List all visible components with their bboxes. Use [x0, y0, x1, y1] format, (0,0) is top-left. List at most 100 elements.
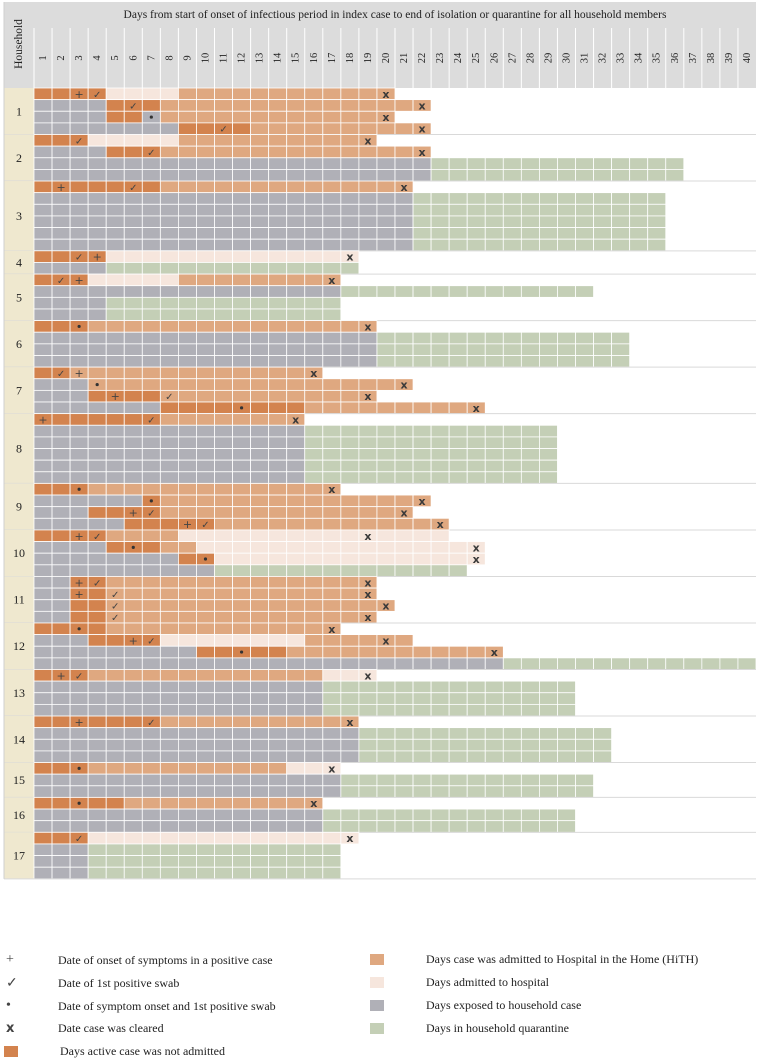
day-cell: [376, 169, 396, 182]
day-cell: [177, 308, 197, 322]
day-cell: [177, 483, 197, 496]
day-cell: [340, 808, 360, 822]
day-cell: [376, 541, 396, 554]
day-cell: [394, 285, 414, 298]
household-id-label: 4: [16, 255, 22, 269]
day-cell: [575, 750, 594, 763]
day-cell: [304, 517, 324, 531]
day-cell: [358, 238, 378, 252]
day-cell: [250, 692, 270, 705]
day-cell: [466, 459, 486, 473]
day-cell: [51, 680, 71, 694]
day-cell: [196, 308, 215, 322]
household-cell: [4, 250, 34, 275]
day-cell: [159, 180, 179, 194]
day-cell: [123, 424, 143, 438]
day-cell: [376, 424, 396, 438]
day-cell: [87, 785, 107, 798]
day-cell: [250, 831, 270, 845]
onset-marker: +: [75, 530, 84, 543]
day-cell: [51, 645, 71, 659]
day-cell: [268, 669, 288, 682]
day-cell: [232, 576, 252, 589]
day-cell: [394, 238, 414, 252]
day-cell: [304, 169, 324, 182]
day-cell: [394, 727, 414, 740]
day-cell: [322, 169, 342, 182]
day-cell: [177, 576, 197, 589]
day-cell: [430, 529, 450, 542]
day-cell: [51, 413, 71, 426]
day-cell: [376, 355, 396, 368]
day-cell: [286, 401, 306, 415]
day-cell: [123, 471, 143, 484]
day-cell: [322, 471, 342, 484]
day-cell: [647, 169, 667, 182]
day-cell: [87, 366, 107, 380]
day-cell: [232, 773, 252, 787]
day-cell: [484, 157, 504, 170]
day-cell: [430, 331, 450, 345]
day-cell: [177, 762, 197, 775]
day-cell: [466, 355, 486, 368]
day-cell: [214, 541, 233, 554]
day-cell: [575, 355, 594, 368]
day-cell: [376, 122, 396, 135]
day-cell: [520, 203, 540, 217]
day-cell: [268, 773, 288, 787]
day-cell: [123, 389, 143, 403]
day-cell: [466, 331, 486, 345]
day-cell: [502, 738, 522, 752]
day-cell: [214, 378, 233, 391]
day-cell: [322, 727, 342, 740]
day-cell: [448, 285, 468, 298]
day-cell: [159, 797, 179, 810]
day-cell: [141, 831, 161, 845]
day-cell: [322, 541, 342, 554]
day-cell: [268, 576, 288, 589]
onset-swab-marker: [77, 324, 81, 329]
day-cell: [412, 808, 432, 822]
cleared-marker: x: [491, 646, 498, 659]
day-cell: [322, 203, 342, 217]
day-cell: [340, 750, 360, 763]
household-id-label: 5: [16, 290, 22, 304]
household-id-label: 9: [16, 500, 22, 514]
day-cell: [268, 680, 288, 694]
day-cell: [51, 785, 71, 798]
day-cell: [304, 564, 324, 577]
day-cell: [69, 785, 89, 798]
day-cell: [141, 471, 161, 484]
day-cell: [304, 99, 324, 112]
day-cell: [502, 227, 522, 240]
day-cell: [268, 622, 288, 636]
household-cell: [4, 413, 34, 484]
day-cell: [340, 541, 360, 554]
day-cell: [123, 785, 143, 798]
day-cell: [268, 715, 288, 729]
day-cell: [232, 273, 252, 287]
day-cell: [232, 552, 252, 566]
checkmark-icon: ✓: [6, 976, 18, 991]
cleared-marker: x: [346, 832, 353, 845]
day-cell: [593, 727, 612, 740]
day-cell: [87, 238, 107, 252]
day-cell: [177, 831, 197, 845]
day-cell: [286, 843, 306, 856]
day-cell: [394, 378, 414, 391]
day-cell: [394, 459, 414, 473]
day-cell: [412, 552, 432, 566]
day-cell: [232, 529, 252, 542]
day-cell: [177, 727, 197, 740]
day-cell: [520, 738, 540, 752]
day-cell: [123, 727, 143, 740]
household-cell: [4, 576, 34, 623]
day-cell: [340, 180, 360, 194]
day-cell: [177, 773, 197, 787]
cleared-marker: x: [364, 576, 371, 589]
day-cell: [286, 564, 306, 577]
day-cell: [33, 296, 53, 310]
day-cell: [250, 587, 270, 601]
day-cell: [69, 343, 89, 356]
day-cell: [177, 634, 197, 647]
